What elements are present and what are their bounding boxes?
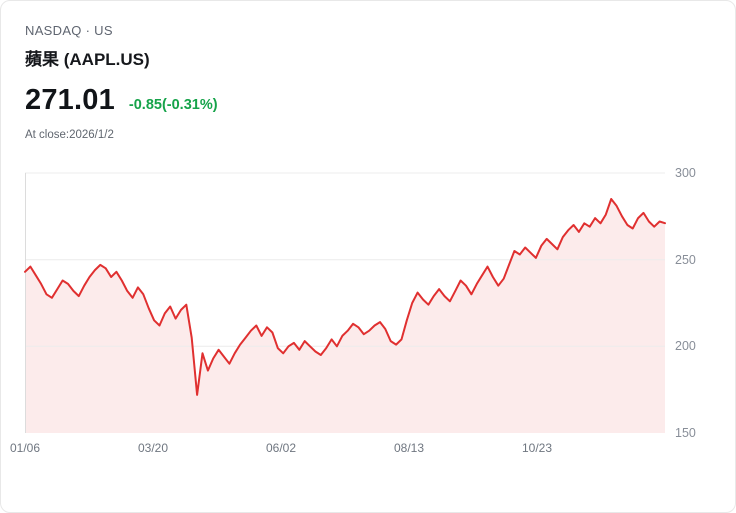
x-axis-label: 08/13: [393, 441, 425, 455]
stock-title: 蘋果 (AAPL.US): [25, 50, 150, 69]
y-axis-label: 150: [675, 426, 696, 440]
area-fill: [25, 199, 665, 433]
y-axis-label: 200: [675, 339, 696, 354]
price-chart: 01/06 03/20 06/02 08/13 10/23 300 250 200 150: [10, 166, 711, 455]
y-axis-label: 300: [675, 166, 696, 180]
x-axis-label: 10/23: [521, 441, 553, 455]
price-change: -0.85(-0.31%): [128, 97, 218, 113]
chart-plot-area: 01/06 03/20 06/02 08/13 10/23: [10, 172, 666, 455]
as-of-timestamp: At close:2026/1/2: [25, 129, 114, 141]
x-axis-label: 06/02: [265, 441, 297, 455]
x-axis-label: 01/06: [9, 441, 41, 455]
y-axis-labels: 300 250 200 150: [665, 166, 711, 440]
x-axis-label: 03/20: [137, 441, 169, 455]
exchange-market-label: NASDAQ · US: [25, 23, 113, 38]
y-axis-label: 250: [675, 252, 696, 267]
price-row: 271.01 -0.85(-0.31%): [25, 84, 711, 117]
price-line: [24, 198, 666, 396]
last-price: 271.01: [25, 84, 115, 116]
price-line-chart: [24, 172, 666, 433]
x-axis-labels: 01/06 03/20 06/02 08/13 10/23: [10, 433, 665, 455]
